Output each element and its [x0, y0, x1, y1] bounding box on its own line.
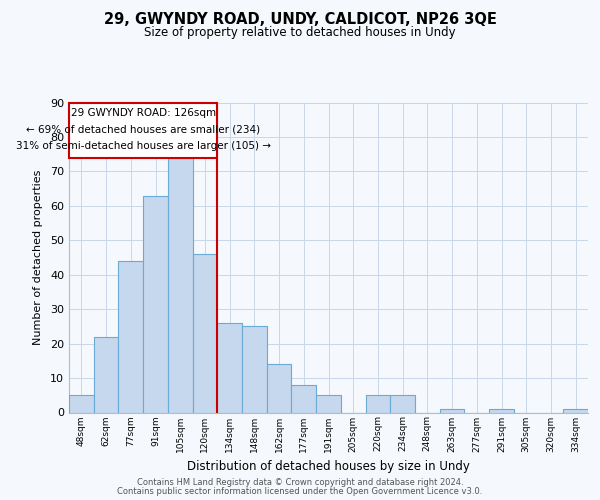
Bar — [69, 396, 94, 412]
Bar — [440, 409, 464, 412]
Bar — [69, 102, 217, 158]
Bar — [267, 364, 292, 412]
Bar — [316, 396, 341, 412]
Bar — [118, 261, 143, 412]
Text: 31% of semi-detached houses are larger (105) →: 31% of semi-detached houses are larger (… — [16, 140, 271, 150]
Bar — [489, 409, 514, 412]
Text: Contains HM Land Registry data © Crown copyright and database right 2024.: Contains HM Land Registry data © Crown c… — [137, 478, 463, 487]
Bar — [143, 196, 168, 412]
Bar — [365, 396, 390, 412]
Bar — [563, 409, 588, 412]
Text: 29 GWYNDY ROAD: 126sqm: 29 GWYNDY ROAD: 126sqm — [71, 108, 216, 118]
Bar — [94, 336, 118, 412]
Y-axis label: Number of detached properties: Number of detached properties — [33, 170, 43, 345]
Text: Contains public sector information licensed under the Open Government Licence v3: Contains public sector information licen… — [118, 487, 482, 496]
Bar — [217, 323, 242, 412]
Bar — [292, 385, 316, 412]
Bar — [168, 158, 193, 412]
X-axis label: Distribution of detached houses by size in Undy: Distribution of detached houses by size … — [187, 460, 470, 473]
Text: ← 69% of detached houses are smaller (234): ← 69% of detached houses are smaller (23… — [26, 124, 260, 134]
Bar — [390, 396, 415, 412]
Text: 29, GWYNDY ROAD, UNDY, CALDICOT, NP26 3QE: 29, GWYNDY ROAD, UNDY, CALDICOT, NP26 3Q… — [104, 12, 496, 28]
Text: Size of property relative to detached houses in Undy: Size of property relative to detached ho… — [144, 26, 456, 39]
Bar — [242, 326, 267, 412]
Bar — [193, 254, 217, 412]
